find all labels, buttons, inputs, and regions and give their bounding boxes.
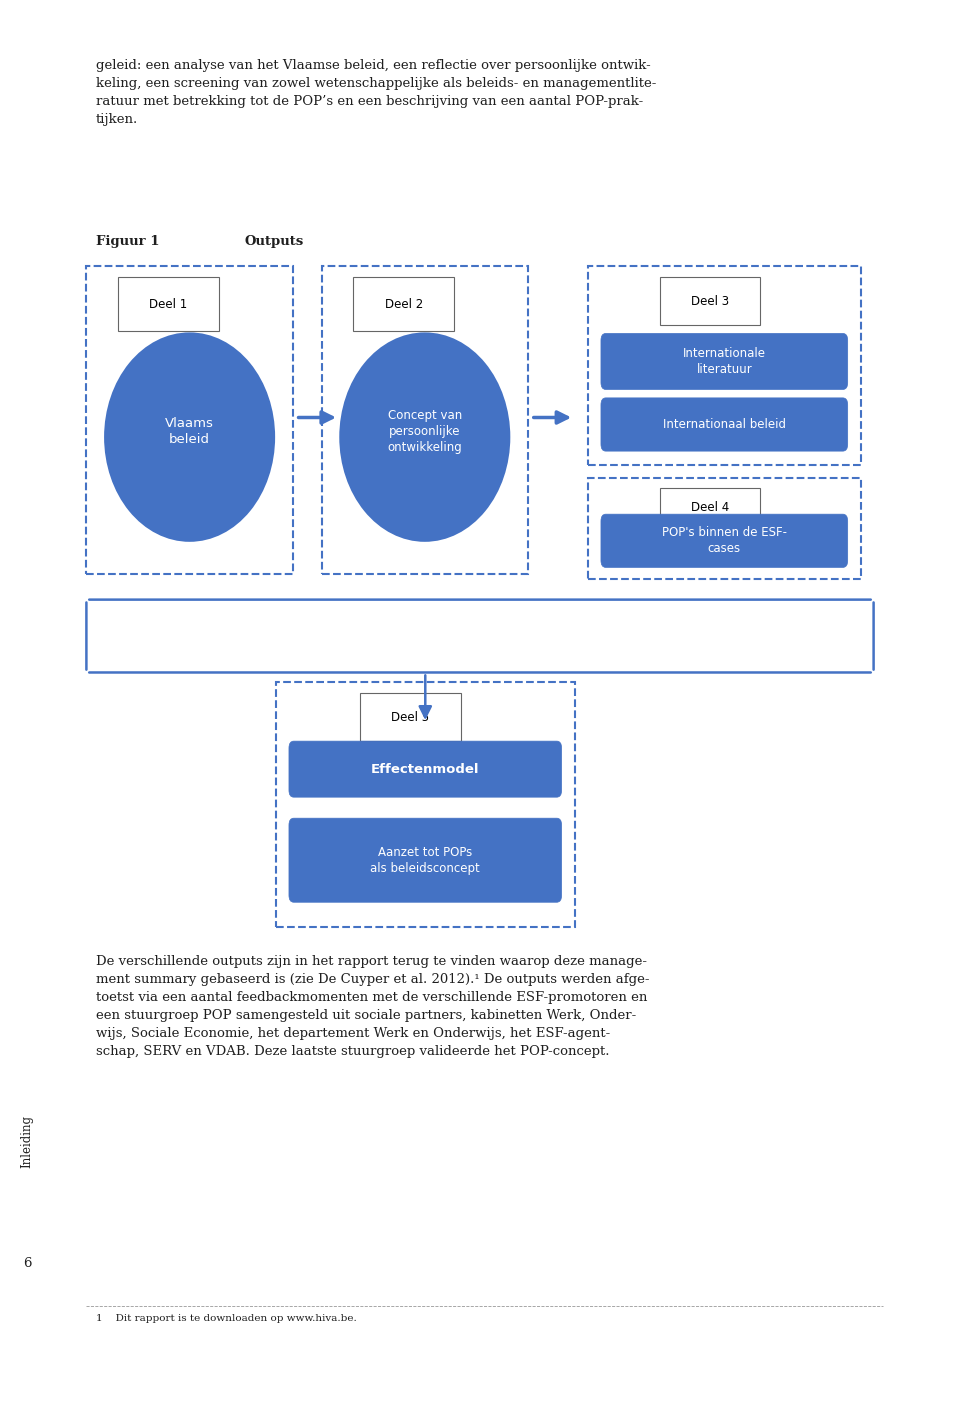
FancyBboxPatch shape [601, 398, 848, 451]
FancyBboxPatch shape [660, 277, 760, 325]
FancyBboxPatch shape [601, 333, 848, 389]
FancyBboxPatch shape [601, 514, 848, 567]
Text: 1    Dit rapport is te downloaden op www.hiva.be.: 1 Dit rapport is te downloaden op www.hi… [96, 1314, 357, 1323]
FancyBboxPatch shape [360, 693, 461, 741]
FancyBboxPatch shape [118, 277, 219, 331]
Text: Deel 1: Deel 1 [150, 297, 187, 311]
Text: 6: 6 [23, 1257, 31, 1271]
FancyBboxPatch shape [86, 266, 293, 574]
Text: Inleiding: Inleiding [20, 1115, 34, 1168]
Text: Outputs: Outputs [245, 235, 304, 248]
Text: POP's binnen de ESF-
cases: POP's binnen de ESF- cases [661, 527, 787, 555]
Text: Aanzet tot POPs
als beleidsconcept: Aanzet tot POPs als beleidsconcept [371, 846, 480, 874]
FancyBboxPatch shape [289, 741, 562, 797]
Text: De verschillende outputs zijn in het rapport terug te vinden waarop deze manage-: De verschillende outputs zijn in het rap… [96, 955, 650, 1059]
Ellipse shape [341, 333, 509, 541]
Text: Figuur 1: Figuur 1 [96, 235, 159, 248]
Text: Internationaal beleid: Internationaal beleid [662, 417, 786, 432]
Text: Deel 3: Deel 3 [691, 294, 729, 308]
FancyBboxPatch shape [588, 478, 861, 579]
FancyBboxPatch shape [588, 266, 861, 465]
Text: Vlaams
beleid: Vlaams beleid [165, 417, 214, 446]
FancyBboxPatch shape [289, 818, 562, 902]
FancyBboxPatch shape [660, 488, 760, 527]
Text: Deel 4: Deel 4 [691, 500, 729, 514]
Text: Deel 2: Deel 2 [385, 297, 422, 311]
FancyBboxPatch shape [353, 277, 454, 331]
Text: geleid: een analyse van het Vlaamse beleid, een reflectie over persoonlijke ontw: geleid: een analyse van het Vlaamse bele… [96, 59, 657, 126]
Ellipse shape [106, 333, 275, 541]
Text: Deel 5: Deel 5 [392, 710, 429, 724]
Text: Concept van
persoonlijke
ontwikkeling: Concept van persoonlijke ontwikkeling [388, 409, 462, 454]
Text: Internationale
literatuur: Internationale literatuur [683, 347, 766, 375]
Text: Effectenmodel: Effectenmodel [371, 762, 480, 776]
FancyBboxPatch shape [322, 266, 528, 574]
FancyBboxPatch shape [276, 682, 575, 927]
